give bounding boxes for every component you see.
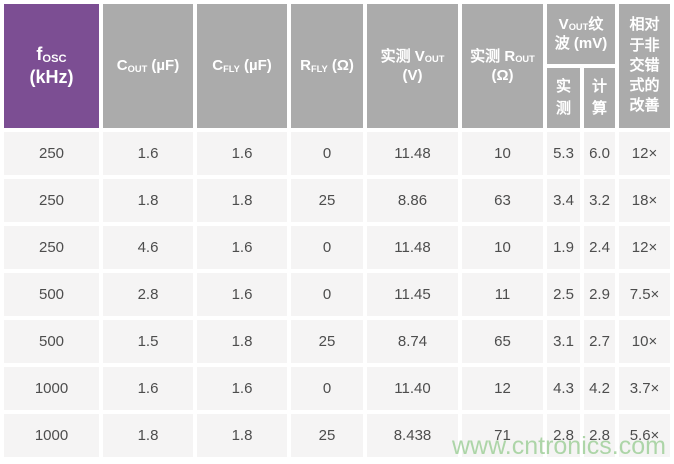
table-cell: 3.1	[547, 320, 580, 363]
table-cell: 8.74	[367, 320, 458, 363]
table-cell: 1.6	[197, 367, 287, 410]
header-row-main: fOSC (kHz) COUT (µF) CFLY (µF) RFLY (Ω) …	[4, 4, 671, 128]
table-cell: 6.0	[584, 132, 616, 175]
col-header-cfly: CFLY (µF)	[197, 4, 287, 128]
table-cell: 1000	[4, 367, 99, 410]
table-cell: 18×	[619, 179, 671, 222]
table-cell: 1.8	[197, 414, 287, 457]
table-row: 1000 1.8 1.8 25 8.438 71 2.8 2.8 5.6×	[4, 414, 671, 457]
table-cell: 65	[462, 320, 543, 363]
col-header-ripple-measured: 实测	[547, 68, 580, 128]
table-cell: 1.5	[103, 320, 193, 363]
table-cell: 250	[4, 179, 99, 222]
table-cell: 2.9	[584, 273, 616, 316]
table-cell: 1.6	[197, 132, 287, 175]
col-header-rout-measured: 实测 ROUT (Ω)	[462, 4, 543, 128]
table-cell: 10	[462, 226, 543, 269]
table-cell: 71	[462, 414, 543, 457]
table-cell: 2.8	[547, 414, 580, 457]
table-cell: 1.9	[547, 226, 580, 269]
table-cell: 7.5×	[619, 273, 671, 316]
table-cell: 3.2	[584, 179, 616, 222]
table-cell: 11	[462, 273, 543, 316]
table-cell: 500	[4, 320, 99, 363]
col-header-improvement: 相对于非交错式的改善	[619, 4, 671, 128]
table-cell: 250	[4, 132, 99, 175]
table-cell: 1.6	[103, 367, 193, 410]
table-cell: 0	[291, 367, 363, 410]
table-cell: 500	[4, 273, 99, 316]
table-cell: 2.7	[584, 320, 616, 363]
table-cell: 63	[462, 179, 543, 222]
table-cell: 8.86	[367, 179, 458, 222]
table-cell: 2.4	[584, 226, 616, 269]
table-cell: 4.2	[584, 367, 616, 410]
col-header-vout-measured: 实测 VOUT (V)	[367, 4, 458, 128]
col-header-cout: COUT (µF)	[103, 4, 193, 128]
table-cell: 25	[291, 179, 363, 222]
col-header-rfly: RFLY (Ω)	[291, 4, 363, 128]
table-cell: 0	[291, 132, 363, 175]
table-cell: 12×	[619, 226, 671, 269]
table-cell: 250	[4, 226, 99, 269]
table-row: 250 1.8 1.8 25 8.86 63 3.4 3.2 18×	[4, 179, 671, 222]
table-cell: 8.438	[367, 414, 458, 457]
table-cell: 4.3	[547, 367, 580, 410]
table-cell: 11.45	[367, 273, 458, 316]
table-cell: 1.6	[103, 132, 193, 175]
table-cell: 0	[291, 273, 363, 316]
table-cell: 1.8	[197, 179, 287, 222]
col-header-ripple-calculated: 计算	[584, 68, 616, 128]
table-cell: 1000	[4, 414, 99, 457]
table-cell: 2.8	[103, 273, 193, 316]
table-row: 250 4.6 1.6 0 11.48 10 1.9 2.4 12×	[4, 226, 671, 269]
table-row: 250 1.6 1.6 0 11.48 10 5.3 6.0 12×	[4, 132, 671, 175]
table-cell: 0	[291, 226, 363, 269]
fosc-unit: (kHz)	[29, 67, 74, 87]
table-cell: 5.3	[547, 132, 580, 175]
table-cell: 5.6×	[619, 414, 671, 457]
table-cell: 1.8	[103, 414, 193, 457]
table-cell: 1.8	[197, 320, 287, 363]
table-cell: 25	[291, 414, 363, 457]
table-cell: 11.40	[367, 367, 458, 410]
table-cell: 12×	[619, 132, 671, 175]
table-cell: 4.6	[103, 226, 193, 269]
header-row-sub: 实测 计算	[4, 68, 670, 128]
table-cell: 25	[291, 320, 363, 363]
table-cell: 3.4	[547, 179, 580, 222]
table-cell: 10	[462, 132, 543, 175]
table-cell: 1.6	[197, 273, 287, 316]
table-cell: 12	[462, 367, 543, 410]
table-cell: 10×	[619, 320, 671, 363]
table-cell: 3.7×	[619, 367, 671, 410]
table-row: 500 2.8 1.6 0 11.45 11 2.5 2.9 7.5×	[4, 273, 671, 316]
table-cell: 11.48	[367, 132, 458, 175]
table-cell: 11.48	[367, 226, 458, 269]
col-header-fosc: fOSC (kHz)	[4, 4, 99, 128]
table-cell: 1.6	[197, 226, 287, 269]
table-row: 1000 1.6 1.6 0 11.40 12 4.3 4.2 3.7×	[4, 367, 671, 410]
fosc-symbol: f	[36, 43, 43, 64]
table-row: 500 1.5 1.8 25 8.74 65 3.1 2.7 10×	[4, 320, 671, 363]
table-cell: 1.8	[103, 179, 193, 222]
table-cell: 2.5	[547, 273, 580, 316]
col-header-vout-ripple-group: VOUT纹 波 (mV)	[547, 4, 616, 64]
table-cell: 2.8	[584, 414, 616, 457]
